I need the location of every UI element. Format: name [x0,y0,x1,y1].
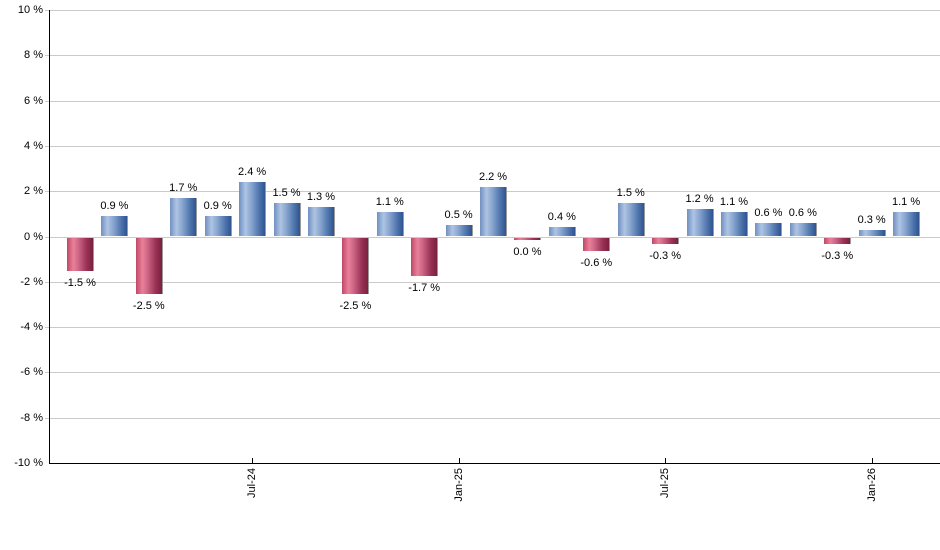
bar-value-label: -0.6 % [580,257,613,270]
x-axis-tick-label: Jul-24 [246,468,259,498]
bar-value-label: 1.7 % [169,181,198,194]
y-axis-tick-label: 8 % [24,49,43,62]
x-axis-tick-label: Jan-25 [452,468,465,502]
y-axis-tick-label: -8 % [20,411,43,424]
gridline [45,372,940,374]
bar [101,216,128,237]
y-axis-tick-label: 2 % [24,185,43,198]
bar [652,237,679,245]
x-axis-tick [665,458,667,463]
bar [239,182,266,237]
bar-value-label: 1.5 % [616,186,645,199]
bar [445,225,472,237]
x-axis-tick [871,458,873,463]
bar [617,202,644,237]
x-axis-tick [458,458,460,463]
bar-value-label: 1.1 % [719,195,749,208]
bar-value-label: 1.5 % [272,186,301,199]
bar-value-label: 1.3 % [306,191,335,204]
y-axis-tick-label: 4 % [24,139,43,152]
bar [548,227,575,237]
gridline [45,145,940,147]
bar-value-label: -1.7 % [408,282,441,294]
bar-value-label: 0.9 % [203,200,232,213]
y-axis-tick-label: -4 % [20,321,43,334]
gridline [45,417,940,419]
bar-value-label: -2.5 % [132,300,165,313]
bar [893,211,920,237]
bar [720,211,747,237]
bar [342,237,369,295]
bar-value-label: -2.5 % [339,300,372,313]
bar-value-label: 1.1 % [892,195,921,208]
x-axis-tick-label: Jul-25 [659,468,672,498]
bar-value-label: 0.9 % [100,200,129,213]
bar [789,222,816,237]
x-axis-tick-label: Jan-26 [865,468,878,502]
gridline [45,55,940,57]
bar-value-label: 0.3 % [857,213,886,226]
bar-value-label: 1.1 % [375,195,404,208]
bar [686,209,713,237]
bar-value-label: 0.4 % [547,211,576,224]
y-axis-tick-label: -6 % [20,366,43,379]
bar [170,197,197,237]
bar-value-label: 1.2 % [685,193,714,206]
bar [824,237,851,245]
gridline [45,236,940,238]
bar [307,207,334,237]
bar [67,237,93,272]
bar [411,237,438,276]
plot-area: -1.5 % 0.9 % -2.5 % 1.7 % 0.9 % 2.4 % 1.5 % 1.3… [45,10,940,502]
y-axis-tick-label: 6 % [24,94,43,107]
y-axis-tick-label: 0 % [24,230,43,243]
bar-value-label: -0.3 % [649,250,682,263]
x-axis-tick [252,458,254,463]
bar [376,211,403,237]
y-axis-line [49,10,50,464]
bar-value-label: 0.0 % [513,245,542,258]
bar-value-label: 0.6 % [788,206,817,219]
y-axis-tick-label: -2 % [20,275,43,288]
bar [583,237,610,252]
bar [858,229,885,237]
bar-value-label: 0.6 % [754,206,783,219]
x-axis-line [49,463,940,464]
bar [755,222,782,237]
bar-value-label: -0.3 % [821,250,854,263]
bar [273,202,300,237]
bar-value-label: 0.5 % [444,209,473,222]
bar-value-label: -1.5 % [64,277,96,290]
gridline [45,281,940,283]
bar [480,186,507,237]
bar [135,237,162,295]
bar [204,216,231,237]
gridline [45,100,940,102]
y-axis-tick-label: -10 % [14,457,43,469]
bar-value-label: 2.2 % [478,170,508,183]
bar-value-label: 2.4 % [238,166,267,179]
gridline [45,10,940,11]
gridline [45,327,940,329]
y-axis-tick-label: 10 % [17,4,43,16]
bar [514,237,541,240]
